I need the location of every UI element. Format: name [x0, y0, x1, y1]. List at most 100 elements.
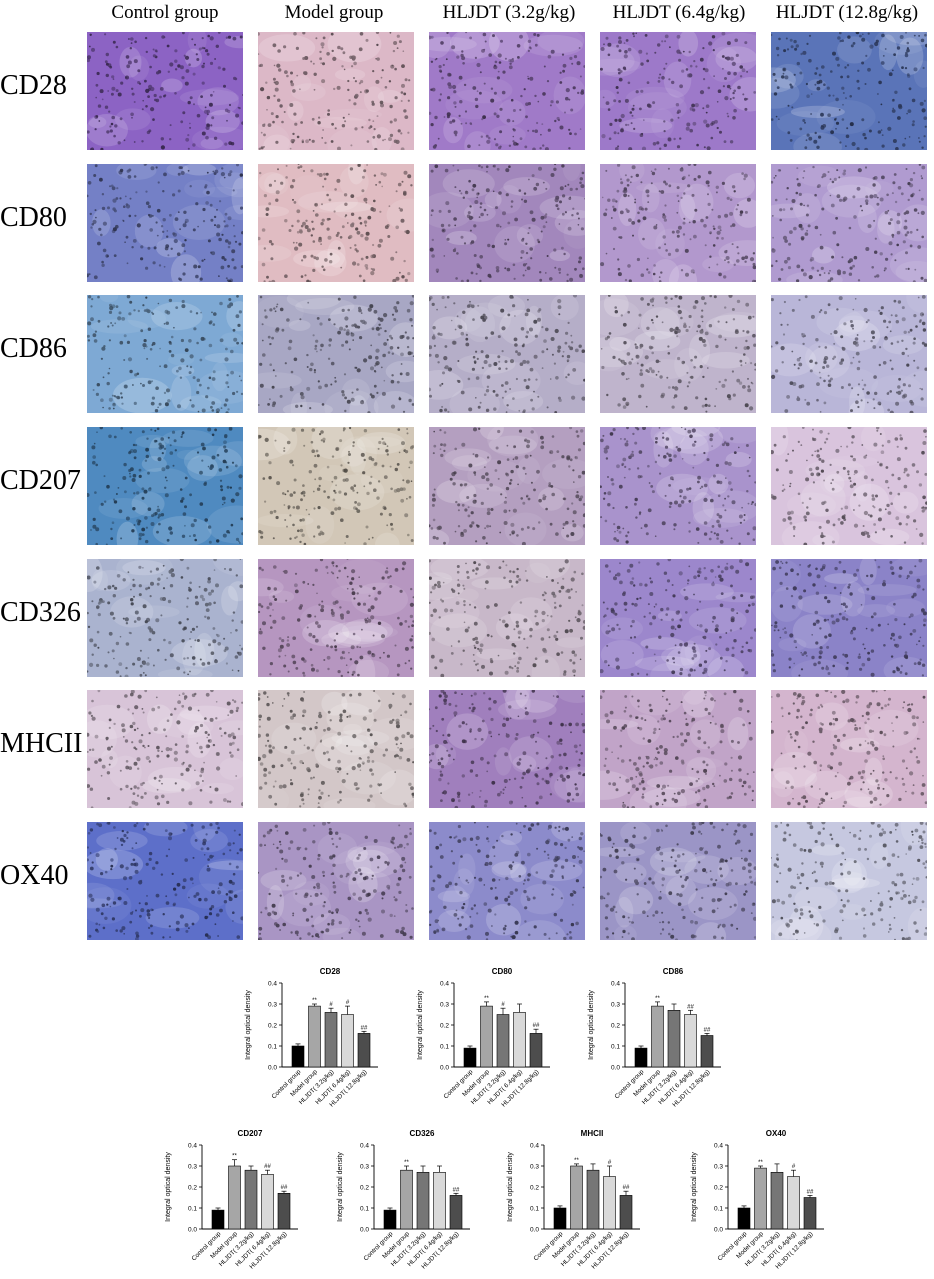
- cell-nucleus: [337, 670, 341, 674]
- cell-nucleus: [567, 373, 570, 376]
- cell-nucleus: [142, 343, 147, 348]
- cell-nucleus: [533, 186, 538, 191]
- cell-nucleus: [720, 570, 724, 574]
- cell-nucleus: [200, 336, 205, 341]
- cell-nucleus: [876, 196, 879, 199]
- cell-nucleus: [560, 585, 565, 590]
- cell-nucleus: [207, 577, 211, 581]
- cell-nucleus: [147, 327, 152, 331]
- cell-nucleus: [151, 380, 154, 383]
- cell-nucleus: [456, 315, 459, 318]
- cell-nucleus: [918, 140, 921, 143]
- cell-nucleus: [117, 396, 121, 400]
- cell-nucleus: [391, 352, 394, 355]
- cell-nucleus: [183, 657, 186, 660]
- cell-nucleus: [541, 326, 544, 329]
- cell-nucleus: [717, 494, 721, 498]
- cell-nucleus: [130, 112, 134, 117]
- micrograph-cd86-col3: [429, 295, 585, 413]
- cell-nucleus: [272, 120, 275, 124]
- cell-nucleus: [535, 378, 538, 381]
- cell-nucleus: [296, 230, 300, 234]
- tissue-light-patch: [600, 346, 627, 372]
- cell-nucleus: [351, 591, 356, 596]
- cell-nucleus: [169, 62, 174, 67]
- cell-nucleus: [289, 514, 292, 517]
- cell-nucleus: [840, 358, 845, 362]
- cell-nucleus: [811, 454, 814, 457]
- cell-nucleus: [673, 661, 675, 664]
- cell-nucleus: [181, 243, 186, 248]
- cell-nucleus: [475, 397, 477, 399]
- cell-nucleus: [358, 274, 362, 278]
- cell-nucleus: [311, 220, 314, 223]
- cell-nucleus: [141, 108, 144, 111]
- cell-nucleus: [742, 93, 745, 96]
- cell-nucleus: [438, 65, 442, 69]
- cell-nucleus: [404, 78, 408, 82]
- cell-nucleus: [258, 603, 262, 607]
- cell-nucleus: [129, 300, 133, 304]
- cell-nucleus: [697, 324, 701, 328]
- cell-nucleus: [483, 466, 486, 468]
- cell-nucleus: [527, 129, 530, 132]
- cell-nucleus: [890, 342, 894, 345]
- tissue-light-patch: [562, 164, 581, 182]
- cell-nucleus: [903, 541, 907, 544]
- cell-nucleus: [390, 379, 395, 384]
- cell-nucleus: [112, 198, 117, 203]
- cell-nucleus: [95, 115, 99, 118]
- cell-nucleus: [703, 146, 706, 149]
- tissue-light-patch: [812, 534, 835, 545]
- cell-nucleus: [921, 295, 926, 299]
- cell-nucleus: [151, 214, 154, 217]
- cell-nucleus: [451, 472, 456, 477]
- cell-nucleus: [572, 510, 577, 515]
- cell-nucleus: [375, 355, 379, 360]
- cell-nucleus: [895, 147, 899, 150]
- cell-nucleus: [129, 472, 131, 475]
- cell-nucleus: [650, 580, 653, 584]
- cell-nucleus: [162, 230, 165, 233]
- tissue-light-patch: [264, 173, 289, 196]
- cell-nucleus: [268, 183, 272, 187]
- cell-nucleus: [234, 240, 238, 243]
- cell-nucleus: [113, 134, 116, 138]
- cell-nucleus: [673, 523, 677, 527]
- cell-nucleus: [525, 242, 528, 245]
- cell-nucleus: [429, 35, 432, 40]
- cell-nucleus: [286, 525, 288, 528]
- cell-nucleus: [617, 403, 621, 407]
- cell-nucleus: [439, 70, 443, 73]
- cell-nucleus: [131, 87, 134, 90]
- cell-nucleus: [706, 458, 710, 462]
- cell-nucleus: [276, 481, 281, 486]
- cell-nucleus: [649, 346, 653, 350]
- cell-nucleus: [132, 239, 137, 243]
- cell-nucleus: [814, 361, 818, 365]
- cell-nucleus: [96, 605, 100, 609]
- cell-nucleus: [87, 55, 91, 60]
- cell-nucleus: [708, 266, 711, 269]
- cell-nucleus: [783, 488, 786, 491]
- cell-nucleus: [270, 626, 273, 629]
- cell-nucleus: [726, 196, 730, 200]
- cell-nucleus: [435, 57, 438, 60]
- cell-nucleus: [147, 205, 151, 209]
- cell-nucleus: [113, 209, 117, 213]
- cell-nucleus: [613, 537, 617, 541]
- cell-nucleus: [98, 599, 103, 604]
- cell-nucleus: [569, 628, 573, 633]
- cell-nucleus: [92, 389, 95, 391]
- cell-nucleus: [452, 164, 455, 167]
- cell-nucleus: [667, 167, 670, 170]
- tissue-light-patch: [268, 590, 295, 603]
- cell-nucleus: [885, 257, 889, 261]
- cell-nucleus: [625, 378, 628, 381]
- cell-nucleus: [87, 295, 92, 299]
- cell-nucleus: [847, 473, 850, 476]
- cell-nucleus: [187, 147, 190, 150]
- tissue-light-patch: [128, 55, 150, 81]
- cell-nucleus: [322, 129, 324, 131]
- cell-nucleus: [670, 632, 675, 638]
